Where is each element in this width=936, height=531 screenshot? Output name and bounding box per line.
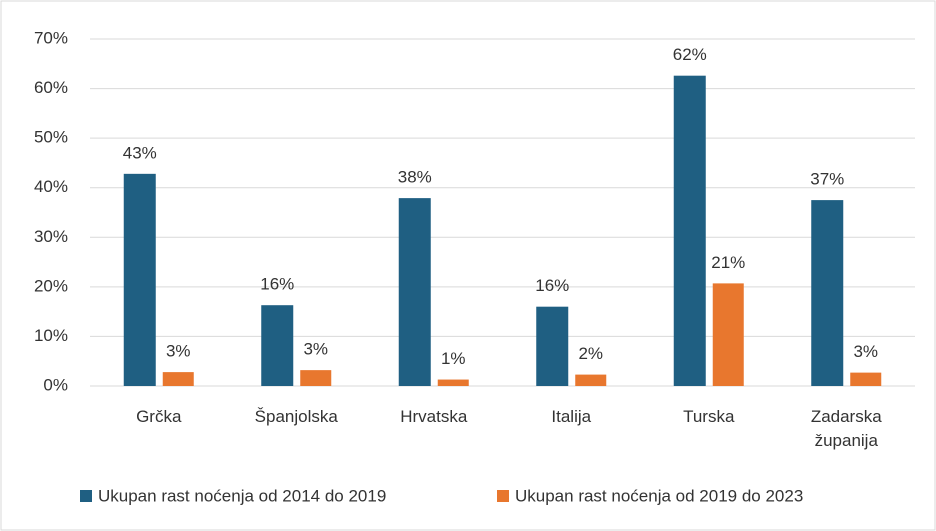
data-label: 38% xyxy=(398,168,432,187)
x-tick-label: Turska xyxy=(683,407,735,426)
bar xyxy=(162,372,194,386)
data-label: 16% xyxy=(535,276,569,295)
x-tick-label: Hrvatska xyxy=(400,407,468,426)
y-tick-label: 50% xyxy=(34,128,68,147)
x-tick-label: Zadarska županija xyxy=(810,407,882,450)
x-tick-label: Grčka xyxy=(136,407,182,426)
legend-swatch xyxy=(80,490,92,502)
data-label: 37% xyxy=(810,170,844,189)
data-label: 3% xyxy=(303,340,328,359)
y-tick-label: 30% xyxy=(34,227,68,246)
data-label: 2% xyxy=(578,344,603,363)
data-label: 3% xyxy=(166,342,191,361)
bar xyxy=(123,173,156,386)
y-tick-label: 10% xyxy=(34,326,68,345)
data-label: 43% xyxy=(123,143,157,162)
y-tick-label: 60% xyxy=(34,78,68,97)
bar xyxy=(398,198,431,386)
bar xyxy=(437,379,469,386)
bar xyxy=(850,372,882,386)
bar xyxy=(261,305,294,386)
bar xyxy=(575,374,607,386)
y-tick-label: 20% xyxy=(34,276,68,295)
data-label: 21% xyxy=(711,253,745,272)
x-tick-label: Italija xyxy=(551,407,592,426)
bar xyxy=(300,370,332,386)
bar xyxy=(811,200,844,386)
legend-swatch xyxy=(497,490,509,502)
legend-label: Ukupan rast noćenja od 2014 do 2019 xyxy=(98,486,386,505)
data-label: 16% xyxy=(260,275,294,294)
bar xyxy=(673,75,706,386)
data-label: 62% xyxy=(673,45,707,64)
data-label: 1% xyxy=(441,349,466,368)
y-tick-label: 0% xyxy=(43,375,68,394)
data-label: 3% xyxy=(853,342,878,361)
bar xyxy=(712,283,744,386)
x-tick-label: Španjolska xyxy=(254,407,338,426)
bar xyxy=(536,306,569,386)
y-tick-label: 40% xyxy=(34,177,68,196)
y-tick-label: 70% xyxy=(34,28,68,47)
legend-label: Ukupan rast noćenja od 2019 do 2023 xyxy=(515,486,803,505)
